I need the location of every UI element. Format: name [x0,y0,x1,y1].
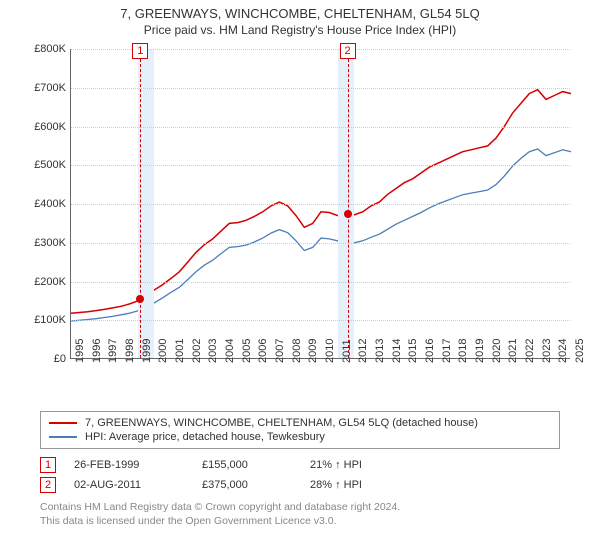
x-axis-label: 2011 [341,339,353,363]
x-axis-label: 1998 [124,339,136,363]
y-axis-label: £100K [22,314,66,326]
event-number-box: 2 [40,477,56,493]
x-axis-label: 2013 [374,339,386,363]
event-price: £375,000 [202,479,292,491]
x-axis-label: 2019 [474,339,486,363]
event-price: £155,000 [202,459,292,471]
x-axis-label: 2009 [307,339,319,363]
x-axis-label: 2014 [391,339,403,363]
x-axis-label: 1995 [74,339,86,363]
x-axis-label: 2003 [207,339,219,363]
sale-marker [136,295,144,303]
x-axis-label: 1996 [91,339,103,363]
legend-row: 7, GREENWAYS, WINCHCOMBE, CHELTENHAM, GL… [49,416,551,430]
chart-wrap: 12 £0£100K£200K£300K£400K£500K£600K£700K… [20,41,580,411]
y-gridline [71,88,570,89]
events-table: 1 26-FEB-1999 £155,000 21% ↑ HPI 2 02-AUG-201… [40,455,560,495]
chart-title: 7, GREENWAYS, WINCHCOMBE, CHELTENHAM, GL… [0,0,600,21]
y-gridline [71,320,570,321]
x-axis-label: 2012 [357,339,369,363]
y-axis-label: £800K [22,43,66,55]
event-hpi: 21% ↑ HPI [310,459,400,471]
x-axis-label: 2022 [524,339,536,363]
legend-swatch [49,422,77,424]
x-axis-label: 2006 [257,339,269,363]
x-axis-label: 2015 [407,339,419,363]
event-vline [348,49,349,358]
y-axis-label: £500K [22,159,66,171]
chart-subtitle: Price paid vs. HM Land Registry's House … [0,21,600,41]
legend-label: HPI: Average price, detached house, Tewk… [85,431,325,443]
y-axis-label: £200K [22,276,66,288]
x-axis-label: 2004 [224,339,236,363]
y-axis-label: £0 [22,353,66,365]
x-axis-label: 2021 [507,339,519,363]
event-date: 02-AUG-2011 [74,479,184,491]
x-axis-label: 2002 [191,339,203,363]
y-gridline [71,165,570,166]
x-axis-label: 2010 [324,339,336,363]
x-axis-label: 1999 [141,339,153,363]
event-date: 26-FEB-1999 [74,459,184,471]
legend-row: HPI: Average price, detached house, Tewk… [49,430,551,444]
x-axis-label: 1997 [107,339,119,363]
footer: Contains HM Land Registry data © Crown c… [40,501,560,528]
legend: 7, GREENWAYS, WINCHCOMBE, CHELTENHAM, GL… [40,411,560,449]
x-axis-label: 2017 [441,339,453,363]
x-axis-label: 2025 [574,339,586,363]
x-axis-label: 2005 [241,339,253,363]
footer-line-1: Contains HM Land Registry data © Crown c… [40,501,560,515]
y-axis-label: £400K [22,198,66,210]
plot-area: 12 [70,49,570,359]
y-axis-label: £700K [22,82,66,94]
event-row: 1 26-FEB-1999 £155,000 21% ↑ HPI [40,455,560,475]
x-axis-label: 2024 [557,339,569,363]
x-axis-label: 2018 [457,339,469,363]
y-axis-label: £300K [22,237,66,249]
x-axis-label: 2000 [157,339,169,363]
x-axis-label: 2007 [274,339,286,363]
event-marker-box: 1 [132,43,148,59]
sale-marker [344,210,352,218]
event-number-box: 1 [40,457,56,473]
chart-container: 7, GREENWAYS, WINCHCOMBE, CHELTENHAM, GL… [0,0,600,560]
y-gridline [71,204,570,205]
y-gridline [71,282,570,283]
x-axis-label: 2001 [174,339,186,363]
y-gridline [71,243,570,244]
event-vline [140,49,141,358]
x-axis-label: 2016 [424,339,436,363]
x-axis-label: 2020 [491,339,503,363]
event-marker-box: 2 [340,43,356,59]
footer-line-2: This data is licensed under the Open Gov… [40,515,560,529]
y-axis-label: £600K [22,121,66,133]
x-axis-label: 2008 [291,339,303,363]
legend-label: 7, GREENWAYS, WINCHCOMBE, CHELTENHAM, GL… [85,417,478,429]
event-hpi: 28% ↑ HPI [310,479,400,491]
event-row: 2 02-AUG-2011 £375,000 28% ↑ HPI [40,475,560,495]
x-axis-label: 2023 [541,339,553,363]
legend-swatch [49,436,77,438]
y-gridline [71,127,570,128]
